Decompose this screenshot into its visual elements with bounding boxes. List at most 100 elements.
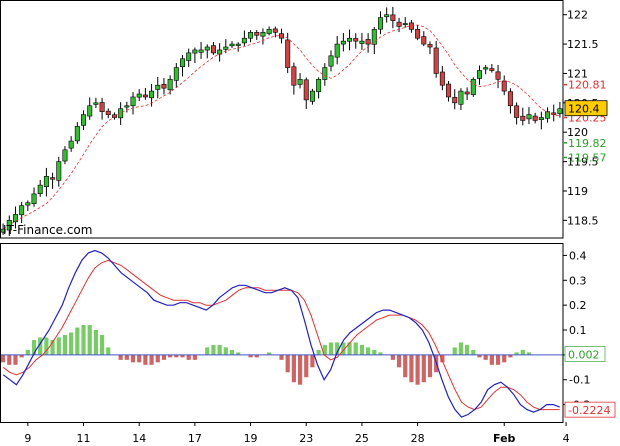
candle-down [254, 32, 260, 36]
candle-up [334, 43, 340, 58]
histogram-bar-positive [520, 349, 525, 355]
histogram-bar-positive [69, 332, 74, 355]
histogram-bar-negative [409, 354, 414, 383]
candle-up [167, 79, 173, 91]
histogram-bar-negative [192, 354, 197, 360]
histogram-bar-negative [7, 354, 12, 365]
histogram-bar-positive [38, 337, 43, 355]
candle-down [272, 28, 278, 33]
histogram-bar-negative [297, 354, 303, 385]
candle-up [483, 67, 489, 70]
candle-up [545, 111, 551, 119]
candle-up [241, 37, 247, 44]
candle-down [520, 115, 526, 121]
price-level-label: 119.57 [568, 151, 607, 164]
x-tick-label: 23 [299, 432, 313, 445]
histogram-bar-negative [502, 354, 507, 363]
candle-up [68, 140, 74, 149]
histogram-bar-positive [341, 342, 346, 355]
candle-down [161, 84, 167, 89]
histogram-bar-positive [347, 342, 352, 355]
histogram-bar-positive [81, 325, 86, 355]
candle-up [43, 175, 49, 187]
histogram-bar-positive [372, 349, 377, 355]
histogram-bar-negative [508, 354, 513, 358]
candle-up [458, 90, 464, 105]
candle-up [93, 102, 99, 105]
macd-value-badge [564, 345, 606, 362]
histogram-bar-positive [106, 347, 111, 355]
candle-down [285, 39, 291, 68]
candle-up [56, 161, 62, 181]
histogram-bar-negative [168, 354, 173, 358]
histogram-bar-positive [62, 334, 68, 355]
histogram-bar-positive [378, 352, 383, 355]
signal-value-badge [564, 401, 616, 418]
candle-up [316, 79, 322, 93]
candle-up [62, 149, 68, 162]
candle-down [415, 28, 421, 39]
candle-up [359, 40, 365, 44]
candle-down [551, 112, 557, 115]
candle-up [328, 55, 334, 67]
macd-value-label: 0.002 [568, 348, 600, 361]
candle-down [439, 71, 445, 86]
candle-up [402, 23, 408, 26]
candle-up [124, 105, 130, 108]
histogram-bar-positive [322, 344, 327, 355]
histogram-bar-negative [396, 354, 402, 368]
candle-up [198, 49, 204, 53]
price-tick-label: 121 [567, 67, 588, 80]
candle-up [223, 46, 229, 50]
signal-value-label: -0.2224 [568, 404, 610, 417]
candle-down [303, 79, 309, 101]
candle-up [87, 105, 93, 117]
candle-up [217, 49, 223, 55]
candle-down [353, 38, 359, 42]
candle-up [173, 67, 179, 81]
macd-line [2, 249, 560, 418]
watermark: IT-Finance.com [3, 223, 92, 237]
candle-down [50, 177, 56, 180]
histogram-bar-negative [285, 354, 290, 373]
histogram-bar-positive [87, 325, 92, 355]
candle-up [347, 37, 353, 42]
histogram-bar-negative [0, 354, 6, 363]
x-tick-label: Feb [493, 432, 516, 445]
candle-down [111, 114, 117, 118]
histogram-bar-negative [390, 354, 395, 360]
x-tick-label: 4 [563, 432, 570, 445]
x-tick-label: 9 [24, 432, 31, 445]
histogram-bar-positive [465, 344, 470, 355]
histogram-bar-positive [93, 330, 98, 355]
candle-down [105, 110, 111, 115]
candle-up [19, 205, 25, 216]
histogram-bar-positive [335, 342, 340, 355]
histogram-bar-negative [304, 354, 309, 378]
histogram-bar-positive [31, 339, 37, 355]
histogram-bar-positive [75, 327, 80, 355]
histogram-bar-negative [161, 354, 167, 360]
histogram-bar-positive [366, 347, 371, 355]
candle-up [526, 114, 532, 120]
candle-down [210, 45, 216, 54]
candle-down [452, 96, 458, 104]
histogram-bar-negative [254, 354, 259, 358]
candle-down [501, 80, 507, 92]
candle-up [155, 84, 161, 90]
candle-up [25, 202, 31, 206]
histogram-bar-positive [217, 344, 222, 355]
candle-up [557, 108, 563, 114]
histogram-bar-negative [415, 354, 420, 385]
macd-tick-label: 0.1 [569, 324, 587, 337]
histogram-bar-negative [130, 354, 136, 363]
histogram-bar-positive [50, 339, 55, 355]
histogram-bar-positive [471, 349, 476, 355]
signal-line [2, 259, 560, 411]
candle-up [309, 90, 315, 102]
price-tick-label: 119.5 [567, 156, 599, 169]
histogram-bar-negative [143, 354, 148, 365]
histogram-bar-negative [291, 354, 296, 383]
histogram-bar-positive [44, 337, 49, 355]
